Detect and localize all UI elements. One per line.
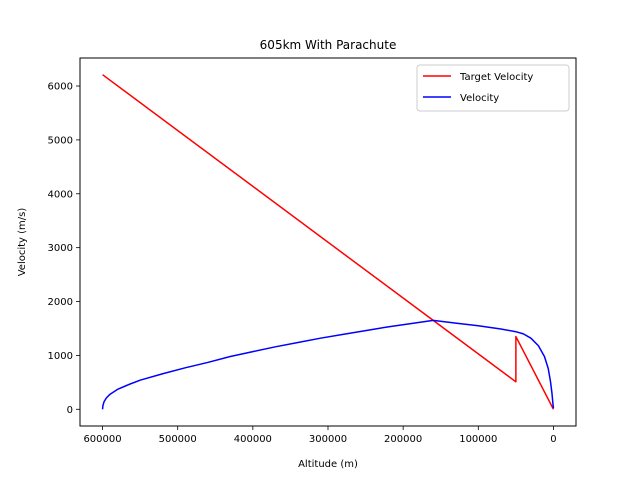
x-tick-label: 100000 xyxy=(459,434,497,445)
y-axis-label: Velocity (m/s) xyxy=(17,208,28,277)
x-tick-label: 600000 xyxy=(83,434,121,445)
x-tick-label: 500000 xyxy=(159,434,197,445)
x-tick-label: 0 xyxy=(550,434,556,445)
x-axis-label: Altitude (m) xyxy=(298,459,358,470)
legend-label-velocity: Velocity xyxy=(460,93,499,104)
y-tick-label: 4000 xyxy=(48,189,73,200)
y-tick-label: 2000 xyxy=(48,297,73,308)
legend-label-target-velocity: Target Velocity xyxy=(459,72,533,83)
legend-box xyxy=(416,64,570,112)
x-tick-label: 300000 xyxy=(309,434,347,445)
y-axis: 0 1000 2000 3000 4000 5000 6000 xyxy=(48,82,80,416)
y-tick-label: 5000 xyxy=(48,135,73,146)
y-tick-label: 6000 xyxy=(48,82,73,93)
y-tick-label: 1000 xyxy=(48,351,73,362)
series-line-velocity xyxy=(101,319,555,410)
chart-title: 605km With Parachute xyxy=(260,38,397,52)
series-line-target-velocity xyxy=(102,74,555,410)
x-tick-label: 200000 xyxy=(384,434,422,445)
x-axis: 600000 500000 400000 300000 200000 100000 0 xyxy=(83,426,557,445)
plot-area xyxy=(101,74,555,410)
x-tick-label: 400000 xyxy=(234,434,272,445)
y-tick-label: 0 xyxy=(67,405,73,416)
legend: Target Velocity Velocity xyxy=(416,64,570,112)
y-tick-label: 3000 xyxy=(48,243,73,254)
